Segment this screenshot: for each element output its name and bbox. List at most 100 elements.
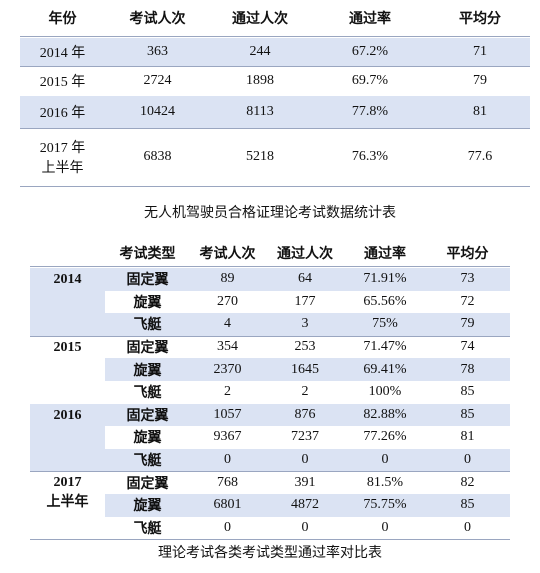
cell-text: 2	[301, 384, 309, 400]
cell-text: 0	[464, 519, 471, 535]
cell-text: 0	[381, 452, 389, 468]
cell-text: 2014 年	[39, 46, 86, 61]
cell-text: 10424	[140, 104, 175, 119]
cell: 旋翼	[105, 291, 190, 314]
cell-text: 旋翼	[133, 363, 162, 379]
cell-text: 2016	[53, 407, 82, 423]
cell-text: 上半年	[46, 495, 89, 511]
cell-text: 0	[381, 519, 389, 535]
cell-text: 飞艇	[133, 386, 162, 402]
header-cell: 通过率	[310, 0, 430, 36]
cell-text: 177	[294, 293, 316, 309]
cell-text: 76.3%	[351, 149, 389, 164]
cell-text: 73	[460, 271, 475, 287]
cell: 85	[425, 381, 510, 404]
cell: 75.75%	[345, 494, 425, 517]
cell-text: 2014	[53, 272, 82, 287]
cell-text: 6838	[143, 149, 172, 164]
cell: 3	[265, 313, 345, 336]
rule	[20, 66, 530, 67]
cell-text: 79	[460, 316, 475, 332]
cell: 71	[430, 38, 530, 66]
cell: 8113	[210, 96, 310, 128]
caption: 无人机驾驶员合格证理论考试数据统计表	[144, 206, 396, 221]
cell: 82	[425, 471, 510, 494]
cell: 2015	[30, 336, 105, 404]
cell-text: 69.7%	[351, 73, 389, 88]
cell: 飞艇	[105, 448, 190, 472]
cell-text: 270	[217, 293, 238, 309]
cell: 1057	[190, 403, 265, 427]
cell-text: 77.6	[467, 149, 493, 164]
cell: 69.7%	[310, 66, 430, 96]
cell: 0	[265, 448, 345, 472]
cell-text: 0	[464, 452, 471, 468]
cell: 旋翼	[105, 494, 190, 517]
cell: 固定翼	[105, 403, 190, 427]
cell-text: 82	[460, 474, 475, 490]
cell: 0	[345, 517, 425, 540]
cell: 1898	[210, 66, 310, 96]
cell: 76.3%	[310, 128, 430, 186]
cell: 旋翼	[105, 358, 190, 381]
cell: 78	[425, 358, 510, 381]
cell-text: 69.41%	[363, 361, 407, 377]
cell: 85	[425, 403, 510, 427]
cell-text: 89	[220, 271, 235, 287]
cell-text: 363	[147, 44, 168, 59]
rule	[30, 335, 510, 337]
cell: 2016 年	[20, 96, 105, 128]
cell: 飞艇	[105, 313, 190, 336]
cell-text: 85	[460, 497, 475, 513]
cell: 2724	[105, 66, 210, 96]
cell: 177	[265, 291, 345, 314]
cell: 0	[345, 448, 425, 472]
cell-text: 旋翼	[133, 295, 162, 311]
cell: 354	[190, 336, 265, 359]
cell-text: 考试人次	[129, 11, 186, 27]
cell-text: 2015	[53, 339, 82, 355]
header-cell: 通过人次	[210, 0, 310, 36]
cell-text: 0	[301, 452, 309, 468]
caption: 理论考试各类考试类型通过率对比表	[158, 546, 382, 561]
cell-text: 平均分	[459, 11, 501, 27]
cell: 0	[425, 517, 510, 540]
cell-text: 固定翼	[126, 341, 169, 357]
cell: 69.41%	[345, 358, 425, 381]
cell: 363	[105, 38, 210, 66]
cell: 0	[265, 517, 345, 540]
cell-text: 64	[298, 271, 312, 287]
cell: 768	[190, 471, 265, 494]
cell-text: 1898	[246, 73, 274, 88]
cell-text: 0	[224, 452, 231, 468]
cell-text: 768	[217, 474, 238, 490]
cell-text: 85	[460, 406, 475, 422]
cell-text: 考试人次	[199, 246, 256, 262]
cell-text: 71.47%	[363, 339, 407, 355]
cell: 77.6	[430, 128, 530, 186]
cell-text: 飞艇	[133, 454, 162, 470]
cell-text: 平均分	[446, 246, 489, 262]
rule	[20, 128, 530, 129]
cell-text: 82.88%	[363, 406, 407, 422]
cell-text: 2017	[53, 475, 82, 491]
cell-text: 2370	[213, 361, 242, 377]
cell-text: 71.91%	[363, 271, 407, 287]
cell-text: 72	[460, 293, 475, 309]
cell-text: 2015 年	[39, 75, 86, 90]
cell-text: 81	[473, 104, 487, 119]
cell: 6801	[190, 494, 265, 517]
cell-text: 2724	[143, 73, 172, 88]
cell-text: 飞艇	[133, 318, 162, 334]
cell: 391	[265, 471, 345, 494]
cell: 4	[190, 313, 265, 336]
cell-text: 上半年	[41, 161, 84, 176]
cell-text: 0	[301, 519, 309, 535]
cell: 81	[430, 96, 530, 128]
cell: 2014 年	[20, 38, 105, 66]
cell-text: 通过人次	[277, 246, 333, 262]
header-cell: 年份	[20, 0, 105, 36]
cell-text: 年份	[48, 11, 77, 27]
cell: 72	[425, 291, 510, 314]
